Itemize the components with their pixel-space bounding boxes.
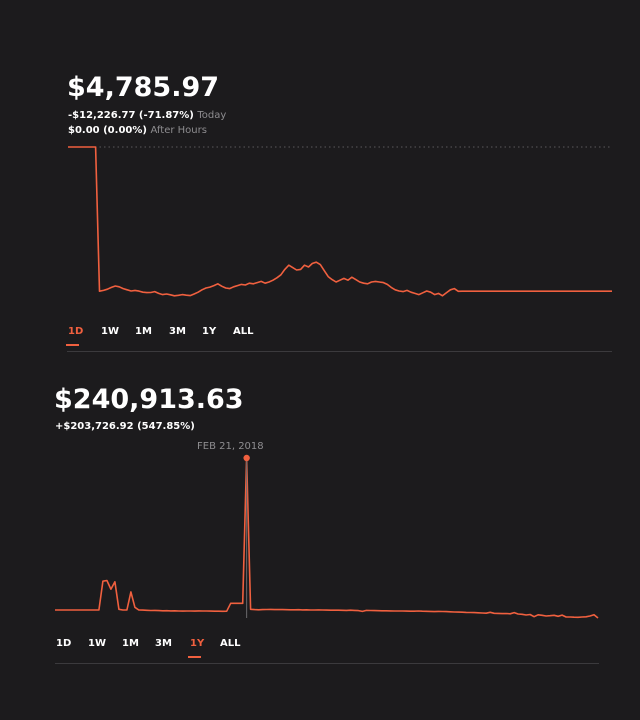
today-change: -$12,226.77 (-71.87%) (68, 110, 194, 121)
top-tab-3m[interactable]: 3M (169, 326, 186, 337)
portfolio-value: $4,785.97 (67, 72, 220, 103)
total-change: +$203,726.92 (547.85%) (55, 421, 195, 432)
bottom-tab-1m[interactable]: 1M (122, 638, 139, 649)
active-tab-underline (66, 344, 79, 346)
bottom-divider (55, 663, 599, 664)
bottom-tab-1d[interactable]: 1D (56, 638, 72, 649)
today-change-row: -$12,226.77 (-71.87%) Today (68, 110, 226, 121)
intraday-series-line (68, 146, 612, 297)
intraday-line-chart[interactable] (0, 0, 640, 360)
active-tab-underline (188, 656, 201, 658)
after-hours-change: $0.00 (0.00%) (68, 125, 147, 136)
top-tab-1d[interactable]: 1D (66, 326, 101, 346)
after-hours-row: $0.00 (0.00%) After Hours (68, 125, 207, 136)
hover-point-marker[interactable] (243, 454, 250, 462)
top-divider (67, 351, 612, 352)
bottom-tab-3m[interactable]: 3M (155, 638, 172, 649)
today-label: Today (197, 110, 227, 121)
top-tab-1m[interactable]: 1M (135, 326, 152, 337)
yearly-line-chart[interactable] (0, 360, 640, 720)
bottom-tab-1y[interactable]: 1Y (188, 638, 220, 658)
bottom-range-tabs: 1D 1W 1M 3M 1Y ALL (56, 638, 260, 658)
hover-date-label: FEB 21, 2018 (197, 441, 264, 452)
top-tab-1w[interactable]: 1W (101, 326, 119, 337)
top-tab-all[interactable]: ALL (233, 326, 254, 337)
top-portfolio-panel: $4,785.97 -$12,226.77 (-71.87%) Today $0… (0, 0, 640, 360)
after-hours-label: After Hours (150, 125, 207, 136)
bottom-tab-1w[interactable]: 1W (88, 638, 106, 649)
total-value: $240,913.63 (54, 384, 244, 415)
top-range-tabs: 1D 1W 1M 3M 1Y ALL (66, 326, 273, 346)
bottom-tab-all[interactable]: ALL (220, 638, 241, 649)
top-tab-1y[interactable]: 1Y (202, 326, 217, 337)
bottom-portfolio-panel: $240,913.63 +$203,726.92 (547.85%) FEB 2… (0, 360, 640, 720)
yearly-series-line (55, 457, 599, 619)
